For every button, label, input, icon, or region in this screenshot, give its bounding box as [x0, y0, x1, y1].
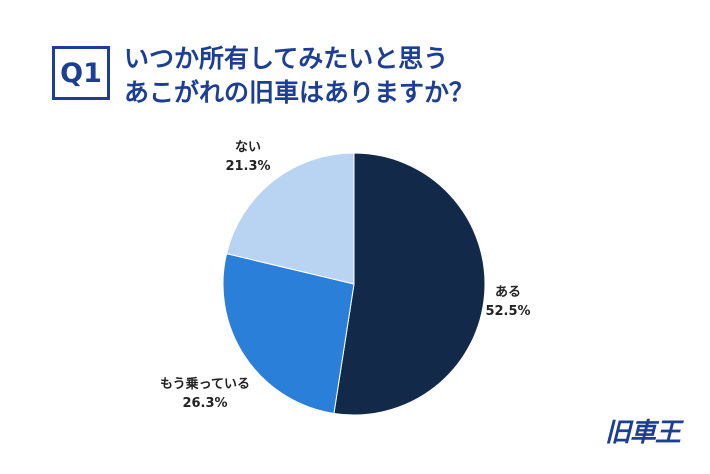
- brand-logo: 旧車王: [604, 418, 681, 448]
- pie-slice-nai: [225, 152, 355, 285]
- slice-label-aru-value: 52.5%: [485, 304, 531, 319]
- pie-slice-aru: [333, 152, 486, 416]
- slice-label-aru-name: ある: [494, 285, 521, 300]
- question-title-line-2: あこがれの旧車はありますか？: [124, 78, 475, 107]
- question-badge: Q1: [52, 46, 110, 100]
- question-title-line-1: いつか所有してみたいと思う: [124, 44, 449, 73]
- slice-label-nai: ない 21.3%: [218, 138, 278, 176]
- slice-label-mou-notteiru-value: 26.3%: [182, 396, 228, 411]
- slice-label-mou-notteiru: もう乗っている 26.3%: [140, 375, 270, 413]
- slice-label-nai-name: ない: [234, 140, 261, 155]
- pie-slice-mou-notteiru: [222, 253, 355, 415]
- question-title: いつか所有してみたいと思う あこがれの旧車はありますか？: [124, 42, 474, 110]
- slice-label-mou-notteiru-name: もう乗っている: [160, 377, 250, 392]
- slice-label-nai-value: 21.3%: [225, 159, 271, 174]
- slice-label-aru: ある 52.5%: [478, 283, 538, 321]
